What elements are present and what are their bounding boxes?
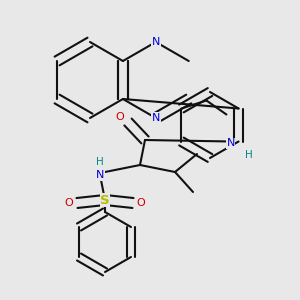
Text: O: O (64, 198, 74, 208)
Text: S: S (100, 194, 110, 206)
Text: N: N (96, 170, 104, 180)
Text: H: H (96, 157, 104, 167)
Text: O: O (116, 112, 124, 122)
Text: H: H (245, 151, 253, 160)
Text: O: O (136, 198, 146, 208)
Text: N: N (226, 139, 235, 148)
Text: N: N (152, 113, 160, 123)
Text: N: N (152, 37, 160, 47)
